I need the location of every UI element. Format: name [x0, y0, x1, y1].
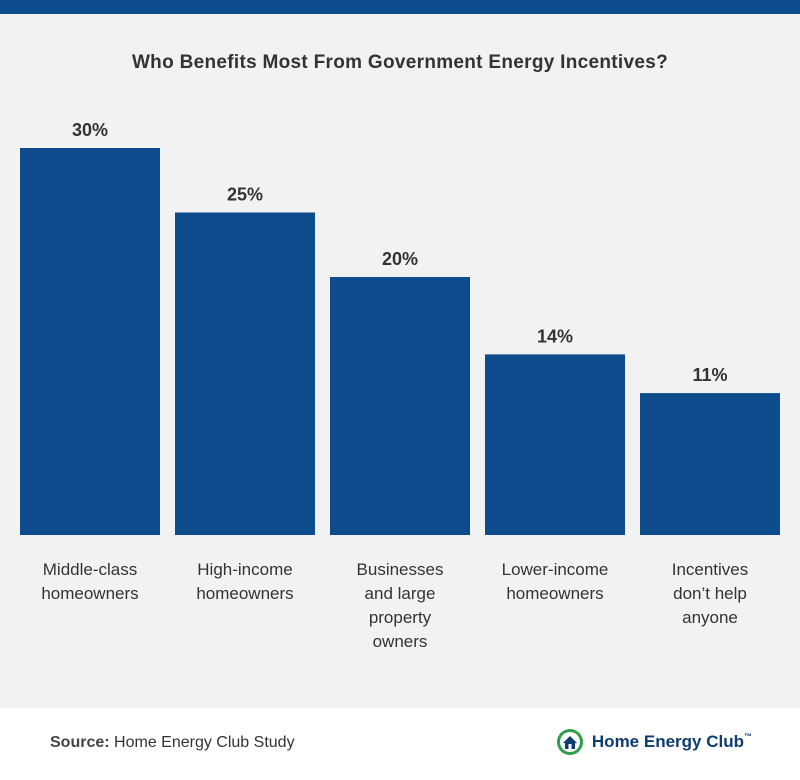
bar-5	[640, 393, 780, 535]
category-label-line: homeowners	[506, 584, 604, 603]
bar-2	[175, 212, 315, 535]
bar-chart: 30% 25% 20% 14% 11%	[20, 120, 780, 535]
brand-logo: Home Energy Club™	[556, 728, 752, 756]
category-label-line: anyone	[682, 608, 738, 627]
category-label-line: don’t help	[673, 584, 747, 603]
source-text: Home Energy Club Study	[114, 734, 295, 751]
category-label-line: and large	[364, 584, 436, 603]
category-label-line: Businesses	[356, 560, 444, 579]
value-label-2: 25%	[227, 185, 263, 205]
category-label-line: owners	[372, 632, 428, 651]
category-label-4: Lower-income homeowners	[480, 558, 630, 606]
value-label-1: 30%	[72, 120, 108, 140]
source-label: Source:	[50, 734, 110, 751]
category-label-line: homeowners	[41, 584, 139, 603]
bar-3	[330, 277, 470, 535]
category-label-3: Businesses and large property owners	[325, 558, 475, 654]
source-note: Source: Home Energy Club Study	[50, 734, 295, 752]
category-label-line: High-income	[197, 560, 293, 579]
home-energy-club-logo-icon	[556, 729, 583, 755]
brand-name: Home Energy Club	[591, 732, 744, 751]
category-label-line: Lower-income	[501, 560, 609, 579]
category-label-2: High-income homeowners	[170, 558, 320, 606]
bar-4	[485, 354, 625, 535]
brand-trademark: ™	[744, 732, 752, 741]
bar-1	[20, 148, 160, 535]
category-label-5: Incentives don’t help anyone	[635, 558, 785, 630]
category-label-line: property	[368, 608, 432, 627]
value-label-4: 14%	[537, 326, 573, 346]
category-label-1: Middle-class homeowners	[15, 558, 165, 606]
value-label-5: 11%	[692, 365, 727, 385]
footer: Source: Home Energy Club Study Home Ener…	[0, 708, 800, 780]
chart-title: Who Benefits Most From Government Energy…	[131, 52, 669, 73]
category-label-line: Incentives	[671, 560, 749, 579]
top-accent-band	[0, 0, 800, 14]
category-label-line: homeowners	[196, 584, 294, 603]
category-label-line: Middle-class	[42, 560, 138, 579]
value-label-3: 20%	[382, 249, 418, 269]
